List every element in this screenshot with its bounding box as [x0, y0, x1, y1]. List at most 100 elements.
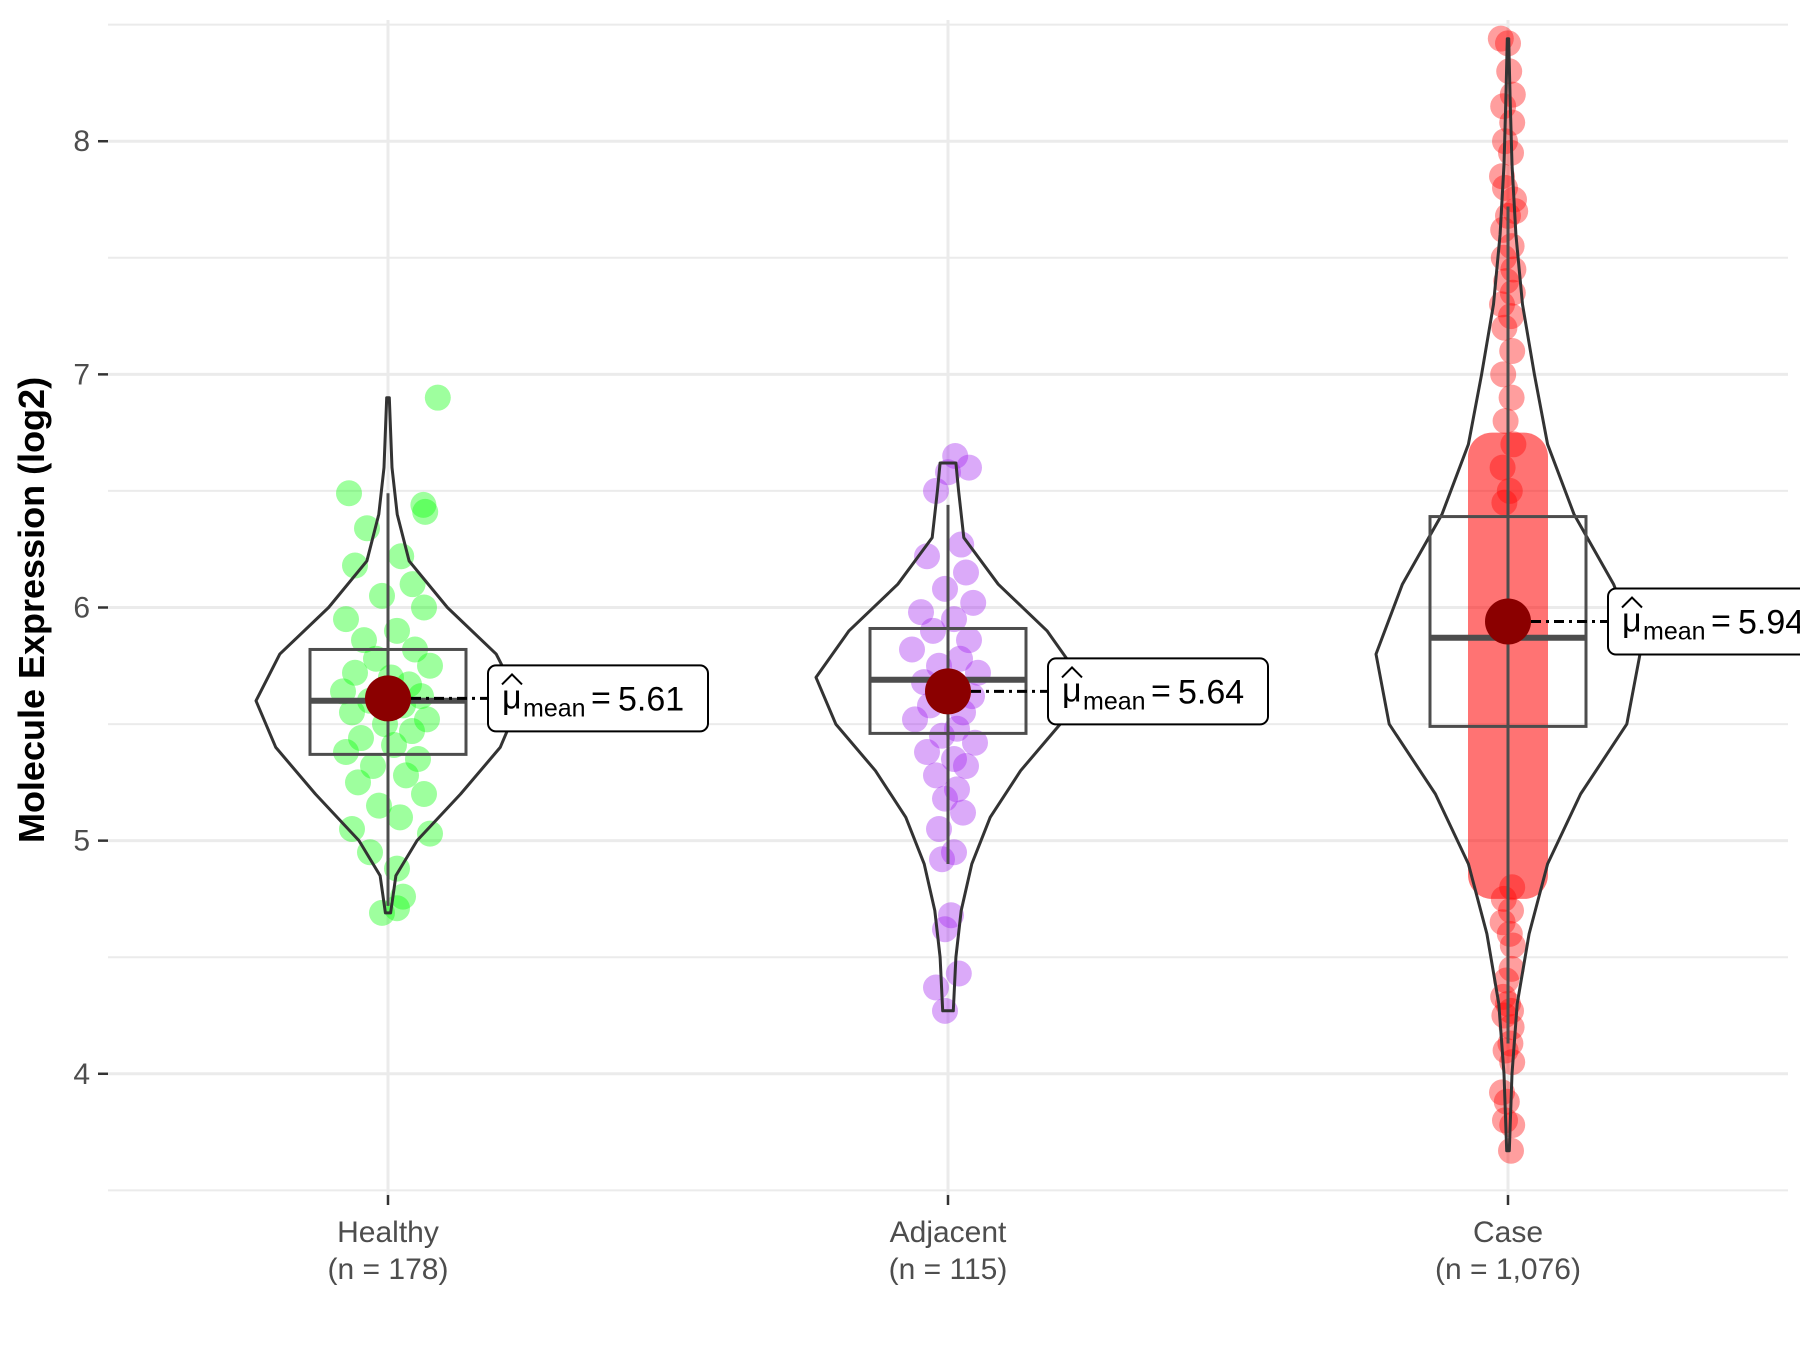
data-point [960, 589, 987, 616]
violin-outline [814, 461, 1082, 1013]
mean-value: 5.94 [1738, 603, 1800, 641]
data-point [369, 582, 395, 609]
data-point [342, 659, 368, 686]
y-tick-label: 4 [73, 1058, 90, 1091]
data-point [938, 902, 964, 929]
data-point [1492, 407, 1519, 434]
data-point [1490, 216, 1517, 243]
data-point [342, 552, 368, 579]
data-point [902, 706, 928, 733]
data-point [923, 762, 949, 789]
x-tick-count-label: (n = 1,076) [1435, 1253, 1581, 1286]
x-tick-label: Healthy [337, 1216, 439, 1249]
data-point [1499, 1112, 1526, 1139]
data-point [424, 384, 451, 411]
data-point [339, 699, 365, 726]
mean-equals: = [1151, 672, 1171, 710]
violin-outline [1374, 37, 1642, 1153]
data-point [1499, 932, 1526, 959]
y-axis: 4 5 6 7 8 [73, 125, 108, 1091]
mean-label-box [1047, 657, 1269, 726]
group-healthy: μ mean = 5.61 [254, 384, 709, 926]
data-point [1490, 361, 1517, 388]
y-tick-label: 5 [73, 825, 90, 858]
mean-subscript: mean [523, 694, 586, 722]
data-point [414, 706, 440, 733]
data-point [929, 846, 955, 873]
mean-symbol: μ [1062, 671, 1082, 709]
data-point [1489, 1079, 1515, 1106]
mean-symbol: μ [1622, 601, 1642, 639]
data-point [339, 815, 365, 842]
data-point [388, 543, 415, 570]
data-point [417, 652, 443, 679]
data-point [384, 617, 410, 644]
data-point [956, 627, 982, 654]
mean-symbol: μ [502, 678, 522, 716]
group-case: μ mean = 5.94 [1374, 25, 1800, 1164]
data-point [956, 454, 982, 481]
data-point [1491, 314, 1518, 341]
mean-hat-icon [1061, 666, 1083, 679]
data-point [1498, 897, 1524, 924]
x-tick-count-label: (n = 178) [328, 1253, 449, 1286]
data-point [947, 645, 973, 672]
data-point [405, 746, 431, 773]
data-point [336, 480, 362, 507]
data-point [412, 498, 439, 525]
group-adjacent: μ mean = 5.64 [814, 442, 1269, 1024]
mean-label-box [487, 664, 709, 733]
x-axis: Healthy (n = 178) Adjacent (n = 115) Case (n … [328, 1195, 1581, 1286]
data-point [945, 960, 972, 987]
data-point [369, 899, 395, 926]
jitter-points [330, 384, 451, 926]
mean-label-box [1607, 587, 1800, 656]
data-point [333, 606, 359, 633]
mean-subscript: mean [1643, 617, 1706, 645]
data-point [363, 645, 389, 672]
data-point [351, 627, 377, 654]
data-point [948, 531, 975, 558]
data-point [399, 571, 426, 598]
data-point [1499, 338, 1526, 365]
data-point [410, 491, 437, 518]
jitter-points [899, 442, 991, 1024]
data-point [1493, 1088, 1520, 1115]
data-point [411, 781, 437, 808]
data-point [348, 725, 374, 752]
data-point [1498, 384, 1525, 411]
data-point [920, 617, 946, 644]
data-point [393, 762, 419, 789]
violin-outline [254, 396, 522, 915]
data-point [1496, 920, 1523, 947]
y-tick-label: 8 [73, 125, 90, 158]
data-point [1498, 1137, 1524, 1164]
y-tick-label: 6 [73, 592, 90, 625]
data-point [1498, 1014, 1525, 1041]
data-point [360, 753, 386, 780]
data-point [932, 785, 958, 812]
mean-equals: = [591, 679, 611, 717]
data-point [1498, 303, 1524, 330]
data-point [417, 820, 443, 847]
data-point [953, 753, 979, 780]
data-point [899, 636, 925, 663]
mean-hat-icon [501, 673, 523, 686]
y-axis-title: Molecule Expression (log2) [11, 377, 52, 843]
mean-value: 5.61 [618, 680, 684, 718]
data-point [935, 459, 961, 486]
mean-equals: = [1711, 602, 1731, 640]
x-tick-label: Case [1473, 1216, 1543, 1249]
data-point [914, 739, 940, 766]
mean-point [365, 675, 411, 722]
data-point [908, 599, 934, 626]
data-point [944, 776, 970, 803]
data-point [923, 974, 949, 1001]
data-point [1493, 268, 1520, 295]
data-point [1497, 1030, 1524, 1057]
data-point [366, 792, 392, 819]
data-point [1498, 955, 1525, 982]
violin-groups: μ mean = 5.61 μ mean = 5.64μ mean = 5.94 [254, 25, 1800, 1164]
data-point [1493, 967, 1520, 994]
